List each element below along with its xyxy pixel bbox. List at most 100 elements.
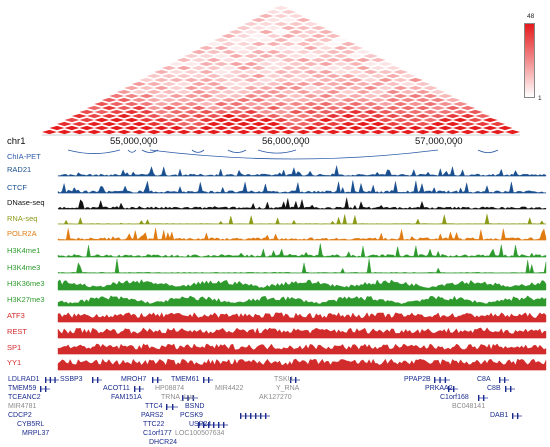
legend-max-label: 48 — [527, 13, 535, 20]
hic-contact-cell — [452, 117, 468, 123]
gene-exon — [45, 377, 47, 383]
chia-pet-loop — [257, 149, 297, 154]
hic-contact-cell — [415, 129, 431, 135]
hic-contact-cell — [139, 101, 155, 107]
gene-label: TCEANC2 — [8, 394, 41, 401]
hic-contact-cell — [198, 61, 214, 67]
gene-exon — [444, 377, 447, 383]
hic-contact-cell — [415, 105, 431, 111]
hic-contact-cell — [363, 101, 379, 107]
hic-contact-cell — [101, 113, 117, 119]
gene-exon — [290, 377, 292, 383]
hic-contact-cell — [281, 9, 296, 15]
hic-contact-cell — [236, 49, 252, 55]
hic-contact-cell — [288, 125, 304, 131]
hic-contact-cell — [385, 97, 401, 103]
hic-contact-cell — [370, 65, 386, 71]
hic-contact-cell — [415, 121, 431, 127]
gene-label: TMEM61 — [171, 376, 200, 383]
hic-contact-cell — [295, 81, 311, 87]
hic-contact-cell — [251, 57, 267, 63]
hic-contact-cell — [452, 109, 468, 115]
hic-contact-cell — [236, 97, 252, 103]
hic-contact-cell — [273, 117, 289, 123]
gene-exon — [517, 413, 519, 419]
hic-contact-cell — [109, 109, 125, 115]
hic-contact-cell — [236, 73, 252, 79]
hic-contact-cell — [213, 77, 229, 83]
gene-exon — [208, 377, 210, 383]
hic-contact-cell — [355, 57, 371, 63]
hic-contact-cell — [385, 89, 401, 95]
hic-contact-cell — [251, 33, 267, 39]
hic-contact-cell — [116, 129, 132, 135]
hic-contact-cell — [109, 125, 125, 131]
hic-contact-cell — [176, 65, 192, 71]
hic-contact-cell — [228, 117, 244, 123]
hic-contact-cell — [370, 57, 386, 63]
gene-exon — [295, 377, 297, 383]
hic-contact-cell — [161, 65, 177, 71]
hic-contact-cell — [378, 117, 394, 123]
hic-contact-cell — [340, 73, 356, 79]
hic-contact-cell — [71, 129, 87, 135]
signal-track-profile — [57, 279, 547, 291]
hic-contact-cell — [206, 73, 222, 79]
hic-contact-cell — [236, 41, 252, 47]
hic-contact-cell — [266, 105, 281, 111]
hic-contact-cell — [198, 117, 214, 123]
hic-contact-cell — [378, 93, 394, 99]
signal-track-profile — [57, 343, 547, 355]
hic-contact-cell — [295, 129, 311, 135]
hic-contact-cell — [168, 101, 184, 107]
hic-contact-cell — [266, 65, 281, 71]
hic-contact-cell — [303, 21, 319, 27]
hic-contact-cell — [393, 69, 408, 75]
hic-contact-cell — [221, 89, 237, 95]
hic-contact-cell — [303, 77, 319, 83]
hic-contact-cell — [161, 97, 177, 103]
hic-contact-cell — [191, 49, 207, 55]
hic-contact-cell — [303, 37, 319, 43]
hic-contact-cell — [266, 33, 281, 39]
hic-contact-cell — [340, 113, 356, 119]
gene-label: HP08874 — [155, 385, 185, 392]
hic-contact-cell — [422, 125, 438, 131]
hic-contact-cell — [206, 121, 222, 127]
hic-contact-cell — [266, 113, 281, 119]
gene-exon — [208, 422, 210, 428]
hic-contact-cell — [236, 65, 252, 71]
hic-contact-cell — [116, 105, 132, 111]
hic-contact-cell — [168, 93, 184, 99]
hic-contact-cell — [318, 109, 334, 115]
hic-contact-cell — [236, 105, 252, 111]
hic-contact-cell — [64, 117, 80, 123]
hic-contact-cell — [415, 113, 431, 119]
hic-contact-cell — [288, 61, 304, 67]
hic-contact-cell — [273, 13, 289, 19]
hic-contact-cell — [236, 81, 252, 87]
hic-contact-cell — [154, 125, 169, 131]
hic-contact-cell — [430, 121, 446, 127]
gene-exon — [192, 395, 195, 401]
hic-contact-cell — [340, 65, 356, 71]
signal-track-profile — [57, 180, 547, 194]
hic-contact-cell — [325, 105, 341, 111]
hic-contact-cell — [385, 121, 401, 127]
hic-contact-cell — [393, 101, 408, 107]
hic-contact-cell — [310, 65, 326, 71]
gene-label: TTC4 — [145, 403, 163, 410]
gene-label: CDCP2 — [8, 412, 32, 419]
hic-contact-cell — [430, 97, 446, 103]
gene-label: ACOT11 — [103, 385, 130, 392]
hic-contact-cell — [363, 117, 379, 123]
track-label-h3k27me3: H3K27me3 — [7, 295, 45, 304]
hic-contact-cell — [266, 57, 281, 63]
hic-contact-cell — [243, 117, 259, 123]
gene-exon — [203, 422, 205, 428]
hic-contact-cell — [146, 121, 162, 127]
hic-contact-cell — [221, 73, 237, 79]
hic-contact-cell — [206, 81, 222, 87]
hic-contact-cell — [318, 61, 334, 67]
hic-contact-cell — [168, 69, 184, 75]
